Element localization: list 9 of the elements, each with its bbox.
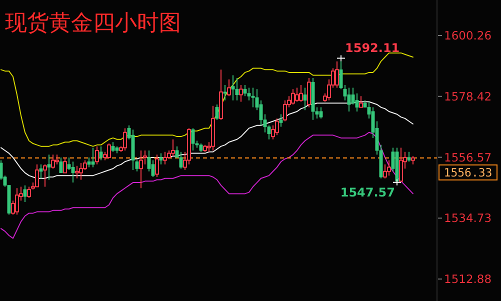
annotation: 1592.11 — [345, 41, 400, 56]
annotation: 1547.57 — [340, 185, 395, 200]
text: 现货黄金四小时图 — [5, 11, 181, 36]
y-tick-label: 1556.57 — [444, 150, 492, 164]
ref-line-label: 1556.33 — [444, 165, 492, 180]
y-tick-label: 1512.88 — [444, 272, 492, 286]
y-tick-label: 1578.42 — [444, 89, 492, 104]
y-tick-label: 1534.73 — [444, 211, 492, 226]
y-tick-label: 1600.26 — [444, 28, 492, 43]
